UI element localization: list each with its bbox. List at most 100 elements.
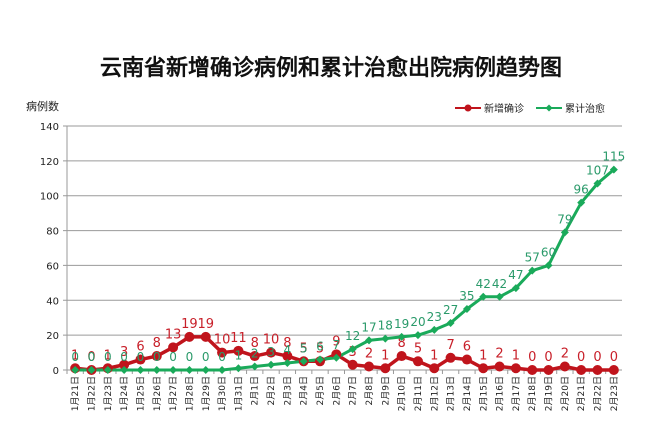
new-confirmed-point <box>233 345 244 356</box>
data-label: 9 <box>332 334 340 349</box>
x-tick-label: 2月13日 <box>446 376 457 411</box>
cumulative-cured-point <box>593 179 602 188</box>
new-confirmed-point <box>282 351 293 362</box>
data-label: 1 <box>104 348 112 363</box>
data-label: 107 <box>586 164 609 178</box>
x-tick-label: 1月24日 <box>119 376 130 411</box>
x-tick-label: 2月7日 <box>348 376 359 405</box>
x-tick-label: 2月23日 <box>609 376 620 411</box>
new-confirmed-point <box>576 365 587 375</box>
cumulative-cured-point <box>348 345 357 354</box>
y-tick-label: 20 <box>46 331 59 342</box>
cumulative-cured-point <box>609 165 618 174</box>
x-tick-label: 2月4日 <box>299 376 310 405</box>
data-label: 79 <box>557 212 572 226</box>
data-label: 0 <box>88 350 96 364</box>
cumulative-cured-point <box>250 362 259 371</box>
new-confirmed-point <box>380 363 391 374</box>
data-label: 5 <box>300 341 308 355</box>
data-label: 0 <box>71 350 79 364</box>
data-label: 5 <box>316 341 324 356</box>
x-tick-label: 2月19日 <box>544 376 555 411</box>
data-label: 0 <box>104 350 112 364</box>
cumulative-cured-point <box>316 355 325 364</box>
data-label: 8 <box>397 336 405 351</box>
x-tick-label: 1月21日 <box>70 376 81 411</box>
legend-item-new-confirmed: 新增确诊 <box>455 100 524 115</box>
x-tick-label: 2月12日 <box>429 376 440 411</box>
x-tick-label: 1月28日 <box>184 376 195 411</box>
cumulative-cured-point <box>495 292 504 301</box>
data-label: 0 <box>528 350 536 365</box>
cumulative-cured-point <box>120 366 129 374</box>
cumulative-cured-point <box>234 364 243 373</box>
data-label: 8 <box>283 336 291 351</box>
x-tick-label: 2月20日 <box>560 376 571 411</box>
y-tick-label: 100 <box>40 192 59 203</box>
x-tick-label: 2月16日 <box>495 376 506 411</box>
x-tick-label: 2月9日 <box>380 376 391 405</box>
legend-label: 累计治愈 <box>565 104 605 115</box>
data-label: 7 <box>446 338 454 353</box>
green-line-marker-icon <box>536 104 562 111</box>
cumulative-cured-point <box>560 228 569 237</box>
new-confirmed-point <box>200 331 211 342</box>
cumulative-cured-point <box>185 366 194 374</box>
data-label: 6 <box>136 340 144 355</box>
data-label: 115 <box>602 150 625 164</box>
x-tick-label: 2月11日 <box>413 376 424 411</box>
data-label: 2 <box>251 347 259 361</box>
x-tick-label: 2月17日 <box>511 376 522 411</box>
data-label: 11 <box>230 331 247 346</box>
data-label: 27 <box>443 303 458 317</box>
x-tick-label: 2月8日 <box>364 376 375 405</box>
data-label: 1 <box>381 348 389 363</box>
cumulative-cured-point <box>381 334 390 343</box>
cumulative-cured-point <box>201 366 210 374</box>
new-confirmed-point <box>119 359 130 370</box>
cumulative-cured-point <box>511 284 520 293</box>
data-label: 1 <box>479 348 487 363</box>
data-label: 0 <box>544 350 552 365</box>
y-tick-label: 0 <box>53 366 59 377</box>
x-tick-label: 2月22日 <box>593 376 604 411</box>
x-tick-label: 2月3日 <box>282 376 293 405</box>
data-label: 1 <box>512 348 520 363</box>
chart-title: 云南省新增确诊病例和累计治愈出院病例趋势图 <box>99 55 562 81</box>
cumulative-cured-point <box>332 353 341 362</box>
data-label: 6 <box>316 340 324 354</box>
cumulative-cured-point <box>413 331 422 340</box>
x-tick-label: 1月22日 <box>86 376 97 411</box>
x-tick-label: 1月27日 <box>168 376 179 411</box>
x-tick-label: 2月2日 <box>266 376 277 405</box>
y-tick-label: 140 <box>40 122 59 133</box>
data-label: 1 <box>235 348 243 362</box>
new-confirmed-point <box>429 363 440 374</box>
legend: 新增确诊 累计治愈 <box>455 100 605 115</box>
cumulative-cured-point <box>397 332 406 341</box>
cumulative-cured-point <box>87 366 96 374</box>
cumulative-cured-point <box>446 318 455 327</box>
x-tick-label: 1月26日 <box>152 376 163 411</box>
data-label: 96 <box>574 183 589 197</box>
data-label: 1 <box>71 348 79 363</box>
cumulative-cured-point <box>152 366 161 374</box>
cumulative-cured-point <box>577 198 586 207</box>
data-label: 0 <box>218 350 226 364</box>
cumulative-cured-point <box>544 261 553 270</box>
new-confirmed-point <box>266 347 277 358</box>
x-tick-label: 2月5日 <box>315 376 326 405</box>
y-tick-label: 80 <box>46 227 59 238</box>
new-confirmed-line <box>74 335 614 372</box>
data-label: 0 <box>610 350 618 365</box>
new-confirmed-point <box>135 354 146 365</box>
data-label: 2 <box>561 347 569 362</box>
data-label: 0 <box>202 350 210 364</box>
y-tick-label: 120 <box>40 157 59 168</box>
x-tick-label: 1月25日 <box>135 376 146 411</box>
new-confirmed-point <box>249 351 260 362</box>
data-label: 19 <box>197 317 214 332</box>
cumulative-cured-point <box>364 336 373 345</box>
cumulative-cured-point <box>430 325 439 334</box>
new-confirmed-point <box>494 361 505 372</box>
